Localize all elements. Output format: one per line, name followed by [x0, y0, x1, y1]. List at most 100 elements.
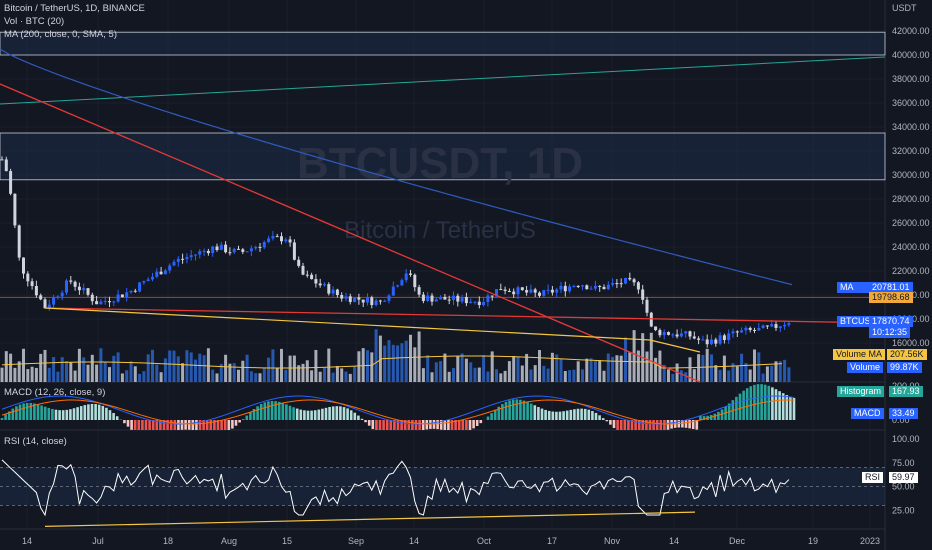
volume-bar	[228, 363, 232, 382]
candle-body	[628, 277, 632, 280]
candle-body	[654, 326, 658, 331]
green-trend-line	[0, 56, 886, 105]
candle-body	[636, 282, 640, 290]
ma-legend[interactable]: MA (200, close, 0, SMA, 5)	[4, 29, 117, 40]
candle-body	[65, 280, 68, 293]
price-tick-label: 22000.00	[892, 266, 930, 276]
volume-bar	[473, 367, 477, 382]
symbol-legend[interactable]: Bitcoin / TetherUS, 1D, BINANCE	[4, 3, 145, 14]
macd-histogram-bar	[745, 388, 749, 420]
volume-bar	[335, 365, 339, 382]
volume-bar	[774, 361, 778, 382]
macd-histogram-bar	[40, 405, 43, 420]
candle-body	[163, 270, 167, 275]
volume-bar	[361, 348, 365, 382]
volume-bar	[701, 354, 705, 382]
volume-bar	[202, 355, 206, 382]
volume-bar	[559, 358, 563, 382]
candle-body	[56, 296, 60, 298]
candle-body	[413, 274, 417, 288]
volume-bar	[142, 371, 146, 382]
volume-bar	[262, 367, 266, 382]
candle-body	[391, 286, 395, 296]
price-tick-label: 16000.00	[892, 338, 930, 348]
candle-body	[529, 289, 533, 293]
volume-bar	[22, 348, 25, 382]
volume-bar	[452, 368, 455, 382]
volume-bar	[735, 366, 739, 382]
volume-bar	[254, 373, 258, 382]
time-tick-label: 15	[282, 536, 292, 546]
volume-bar	[297, 365, 301, 382]
macd-histogram-bar	[256, 406, 259, 420]
volume-bar	[77, 348, 81, 382]
macd-legend[interactable]: MACD (12, 26, close, 9)	[4, 387, 106, 398]
macd-histogram-bar	[414, 420, 418, 430]
time-tick-label: Dec	[729, 536, 746, 546]
macd-histogram-bar	[519, 399, 522, 420]
volume-bar	[120, 373, 124, 382]
volume-bar	[757, 352, 761, 382]
macd-histogram-bar	[324, 407, 328, 420]
macd-histogram-bar	[511, 399, 515, 420]
candle-body	[495, 289, 498, 297]
macd-histogram-bar	[36, 404, 40, 420]
candle-body	[598, 285, 602, 287]
volume-bar	[284, 369, 288, 382]
macd-histogram-bar	[774, 389, 778, 420]
macd-histogram-bar	[447, 420, 450, 430]
macd-histogram-bar	[277, 401, 281, 420]
candle-body	[146, 279, 150, 282]
candle-body	[443, 296, 447, 300]
macd-histogram-bar	[223, 420, 227, 430]
candle-body	[667, 332, 670, 335]
volume-bar	[0, 367, 4, 382]
volume-bar	[151, 349, 154, 382]
volume-badge-value: 99.87K	[887, 362, 922, 373]
candle-body	[95, 301, 99, 305]
volume-bar	[529, 369, 533, 382]
volume-bar	[280, 348, 283, 382]
volume-bar	[710, 354, 713, 382]
macd-histogram-bar	[781, 393, 785, 420]
rsi-divergence-line	[44, 511, 696, 527]
macd-histogram-bar	[144, 420, 148, 430]
candle-body	[232, 248, 236, 253]
volume-bar	[17, 361, 21, 382]
rsi-legend[interactable]: RSI (14, close)	[4, 436, 67, 447]
volume-legend[interactable]: Vol · BTC (20)	[4, 16, 65, 27]
candle-body	[684, 331, 688, 334]
macd-histogram-bar	[187, 420, 191, 430]
candle-body	[550, 289, 554, 293]
macd-histogram-bar	[522, 400, 526, 420]
candle-body	[615, 283, 619, 285]
macd-histogram-bar	[133, 420, 137, 430]
time-tick-label: Sep	[348, 536, 364, 546]
price-tick-label: 34000.00	[892, 122, 930, 132]
candle-body	[138, 282, 142, 292]
candle-body	[456, 295, 460, 302]
candle-body	[383, 300, 387, 302]
volume-bar	[396, 345, 400, 382]
price-axis[interactable]: 42000.00 40000.00 38000.00 36000.00 34000.00…	[892, 26, 930, 515]
macd-histogram-bar	[159, 420, 162, 430]
candle-body	[744, 327, 748, 331]
candle-body	[43, 299, 47, 309]
volume-bar	[619, 355, 623, 382]
candle-body	[13, 193, 17, 226]
macd-histogram-bar	[263, 402, 267, 420]
volume-bar	[520, 365, 524, 382]
volume-bar	[727, 370, 731, 382]
macd-histogram-bar	[547, 410, 551, 420]
candle-body	[400, 280, 404, 286]
macd-histogram-bar	[537, 407, 540, 420]
candle-body	[228, 252, 232, 254]
time-axis[interactable]: 14 Jul 18 Aug 15 Sep 14 Oct 17 Nov 14 Dec 19 2023	[22, 536, 880, 546]
macd-histogram-bar	[580, 408, 583, 420]
volume-bar	[581, 369, 584, 382]
candle-body	[275, 236, 279, 238]
macd-histogram-bar	[457, 420, 461, 430]
candle-body	[73, 281, 77, 287]
candle-body	[563, 285, 567, 292]
